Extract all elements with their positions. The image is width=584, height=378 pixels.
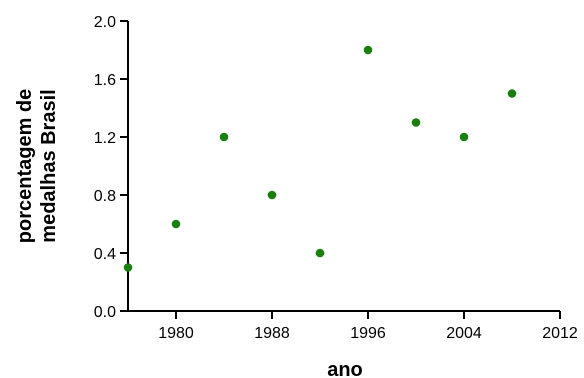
- data-point: [363, 45, 373, 55]
- x-axis-title: ano: [327, 359, 363, 378]
- y-tick-label: 0.8: [94, 188, 116, 205]
- data-point: [171, 219, 181, 229]
- data-point: [267, 190, 277, 200]
- y-axis-title: porcentagem de medalhas Brasil: [14, 89, 60, 243]
- x-tick-label: 1988: [254, 325, 290, 342]
- y-axis-title-line-2: medalhas Brasil: [38, 89, 60, 242]
- data-point: [315, 248, 325, 258]
- y-tick-label: 1.2: [94, 130, 116, 147]
- data-point: [123, 263, 133, 272]
- y-tick-label: 1.6: [94, 72, 116, 89]
- y-tick-label: 0.4: [94, 246, 116, 263]
- y-tick-label: 2.0: [94, 14, 116, 31]
- data-point: [411, 118, 421, 127]
- x-tick-label: 2004: [446, 325, 482, 342]
- x-tick-label: 2012: [542, 325, 578, 342]
- data-points: [123, 45, 517, 272]
- y-tick-label: 0.0: [94, 304, 116, 321]
- data-point: [507, 89, 517, 98]
- x-tick-label: 1980: [158, 325, 194, 342]
- x-ticks: 1980 1988 1996 2004 2012: [158, 311, 578, 342]
- data-point: [459, 132, 469, 142]
- data-point: [219, 132, 229, 142]
- axes: [127, 21, 560, 312]
- y-ticks: 0.0 0.4 0.8 1.2 1.6 2.0: [94, 14, 128, 321]
- y-axis-title-line-1: porcentagem de: [14, 89, 36, 243]
- x-tick-label: 1996: [350, 325, 386, 342]
